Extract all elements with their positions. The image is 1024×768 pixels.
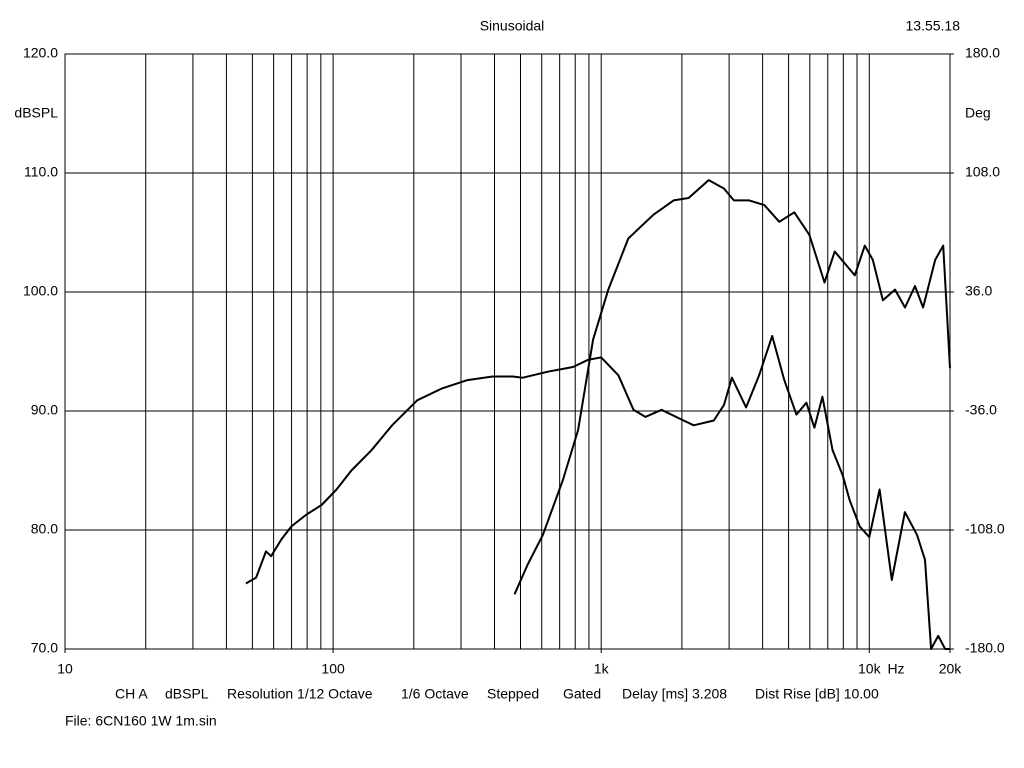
x-tick-label: 10 [57, 661, 73, 677]
y-axis-label: dBSPL [14, 105, 58, 121]
footer-label: Stepped [487, 686, 539, 702]
y-tick-label: 120.0 [23, 45, 58, 61]
chart-title: Sinusoidal [480, 18, 545, 34]
y-tick-label: 110.0 [24, 164, 58, 180]
y-tick-label: 100.0 [23, 283, 58, 299]
y2-tick-label: 36.0 [965, 283, 992, 299]
footer-label: Delay [ms] 3.208 [622, 686, 727, 702]
y2-tick-label: -108.0 [965, 521, 1005, 537]
x-unit-label: Hz [887, 661, 904, 677]
y2-tick-label: 180.0 [965, 45, 1000, 61]
x-tick-label: 20k [939, 661, 963, 677]
footer-label: dBSPL [165, 686, 209, 702]
footer-label: Gated [563, 686, 601, 702]
y-tick-label: 70.0 [31, 640, 58, 656]
x-tick-label: 10k [858, 661, 882, 677]
footer-label: Dist Rise [dB] 10.00 [755, 686, 879, 702]
y-tick-label: 80.0 [31, 521, 58, 537]
y2-tick-label: -180.0 [965, 640, 1005, 656]
timestamp: 13.55.18 [906, 18, 961, 34]
response-curve [513, 179, 951, 595]
x-tick-label: 100 [321, 661, 345, 677]
x-tick-label: 1k [594, 661, 610, 677]
footer-label: CH A [115, 686, 148, 702]
response-curve [245, 335, 950, 650]
y-tick-label: 90.0 [31, 402, 58, 418]
file-label: File: 6CN160 1W 1m.sin [65, 713, 217, 729]
y2-tick-label: -36.0 [965, 402, 997, 418]
y2-axis-label: Deg [965, 105, 991, 121]
footer-label: 1/6 Octave [401, 686, 469, 702]
y2-tick-label: 108.0 [965, 164, 1000, 180]
footer-label: Resolution 1/12 Octave [227, 686, 373, 702]
